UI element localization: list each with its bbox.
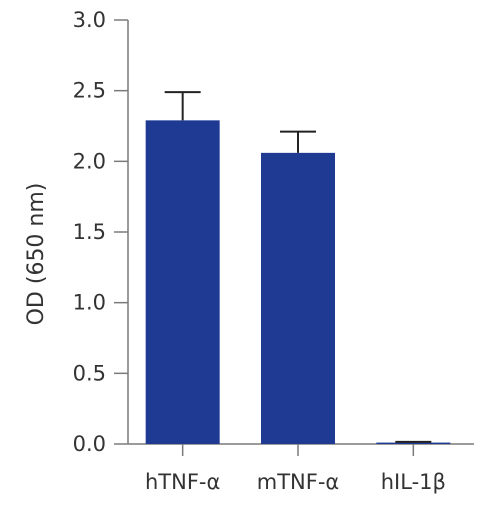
x-tick-label: mTNF-α bbox=[257, 470, 340, 494]
bar-2 bbox=[376, 442, 451, 444]
y-axis: 0.0 0.5 1.0 1.5 2.0 2.5 3.0 bbox=[73, 8, 129, 456]
y-tick-label: 1.0 bbox=[73, 291, 106, 315]
y-tick-label: 3.0 bbox=[73, 8, 106, 32]
x-tick-label: hIL-1β bbox=[381, 470, 446, 494]
bars bbox=[145, 120, 451, 444]
bar-0 bbox=[145, 120, 220, 444]
error-bars bbox=[164, 91, 432, 443]
y-tick-label: 0.5 bbox=[73, 361, 106, 385]
y-tick-label: 1.5 bbox=[73, 220, 106, 244]
bar-1 bbox=[261, 152, 335, 444]
y-tick-label: 2.5 bbox=[73, 79, 106, 103]
x-axis: hTNF-α mTNF-α hIL-1β bbox=[128, 443, 474, 494]
y-tick-label: 0.0 bbox=[73, 432, 106, 456]
y-tick-label: 2.0 bbox=[73, 149, 106, 173]
x-tick-label: hTNF-α bbox=[145, 470, 220, 494]
y-axis-label: OD (650 nm) bbox=[24, 183, 49, 326]
